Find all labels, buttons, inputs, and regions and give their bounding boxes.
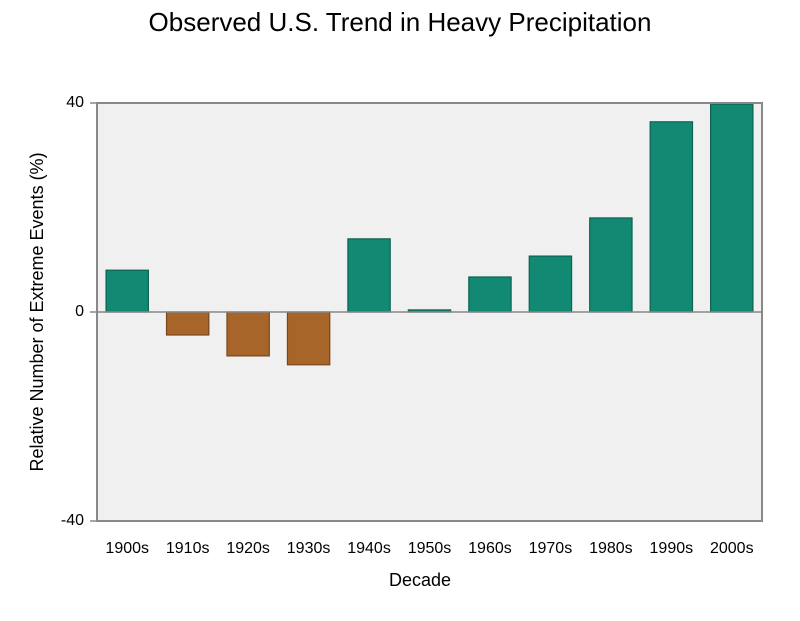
bar [226,311,270,357]
x-axis-label: Decade [389,570,451,590]
x-tick-label: 1910s [166,540,210,557]
x-tick-label: 1900s [105,540,149,557]
x-tick-label: 1960s [468,540,512,557]
x-tick-label: 2000s [710,540,754,557]
bar [286,311,331,366]
x-tick-label: 1940s [347,540,391,557]
x-tick-label: 1920s [226,540,270,557]
bar [347,238,391,313]
x-tick-label: 1980s [589,540,633,557]
bar [528,255,573,313]
y-tick-label: 40 [66,94,84,111]
y-tick-label: 0 [75,303,84,320]
x-tick-label: 1970s [529,540,573,557]
plot-border [96,102,763,522]
chart-title: Observed U.S. Trend in Heavy Precipitati… [149,7,652,37]
bar [649,121,694,313]
y-axis-label: Relative Number of Extreme Events (%) [27,152,47,471]
x-tick-label: 1990s [650,540,694,557]
x-tick-label: 1950s [408,540,452,557]
y-tick-label: -40 [61,512,84,529]
bar [589,217,633,313]
bar [710,103,754,313]
x-tick-label: 1930s [287,540,331,557]
bar [105,269,149,313]
bar [468,276,512,313]
bar [165,311,210,336]
